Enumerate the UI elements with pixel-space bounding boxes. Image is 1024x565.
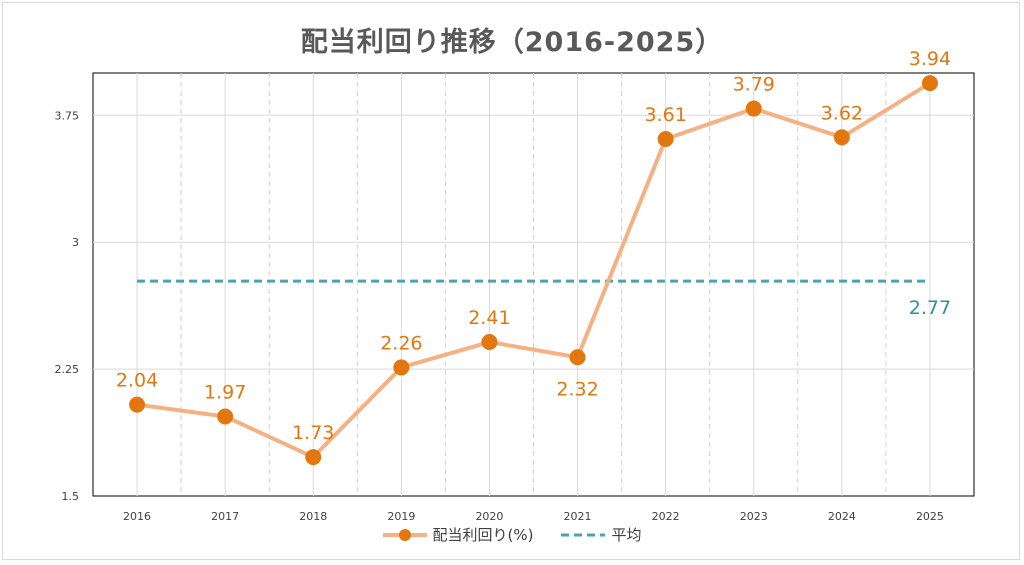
yield-point [217, 408, 234, 425]
yield-point [657, 130, 674, 147]
yield-line [136, 81, 931, 460]
yield-point [305, 449, 322, 466]
x-tick-label: 2018 [299, 510, 327, 523]
y-tick-label: 2.25 [55, 363, 80, 376]
yield-point [481, 334, 498, 351]
average-data-label: 2.77 [909, 297, 951, 319]
yield-data-label: 1.73 [292, 422, 334, 444]
yield-data-label: 2.04 [116, 370, 158, 392]
x-tick-label: 2021 [564, 510, 592, 523]
x-tick-label: 2017 [211, 510, 239, 523]
x-tick-label: 2020 [475, 510, 503, 523]
yield-point [745, 100, 762, 117]
yield-point [129, 396, 146, 413]
yield-data-label: 3.79 [733, 74, 775, 96]
yield-data-label: 2.26 [380, 332, 422, 354]
legend-yield-marker-icon [382, 528, 427, 541]
yield-point [921, 75, 938, 92]
x-tick-label: 2022 [652, 510, 680, 523]
yield-data-label: 3.94 [909, 48, 951, 70]
legend-item-yield: 配当利回り(%) [382, 524, 534, 545]
legend-average-label: 平均 [611, 526, 642, 544]
x-tick-label: 2024 [828, 510, 856, 523]
yield-point [569, 349, 586, 366]
yield-data-label: 1.97 [204, 381, 246, 403]
yield-data-label: 3.61 [644, 104, 686, 126]
x-tick-label: 2019 [387, 510, 415, 523]
legend-average-dash-icon [561, 533, 606, 536]
chart-legend: 配当利回り(%) 平均 [0, 524, 1024, 545]
yield-point [393, 359, 410, 376]
y-tick-label: 3 [72, 236, 79, 249]
x-tick-label: 2016 [123, 510, 151, 523]
yield-data-label: 2.32 [556, 378, 598, 400]
chart-title: 配当利回り推移（2016-2025） [300, 27, 724, 58]
yield-data-label: 2.41 [468, 307, 510, 329]
y-tick-label: 1.5 [62, 490, 80, 503]
x-tick-label: 2025 [916, 510, 944, 523]
yield-point [833, 129, 850, 146]
y-tick-label: 3.75 [55, 109, 80, 122]
legend-item-average: 平均 [561, 524, 641, 545]
yield-data-label: 3.62 [821, 102, 863, 124]
legend-yield-label: 配当利回り(%) [432, 526, 534, 544]
x-tick-label: 2023 [740, 510, 768, 523]
